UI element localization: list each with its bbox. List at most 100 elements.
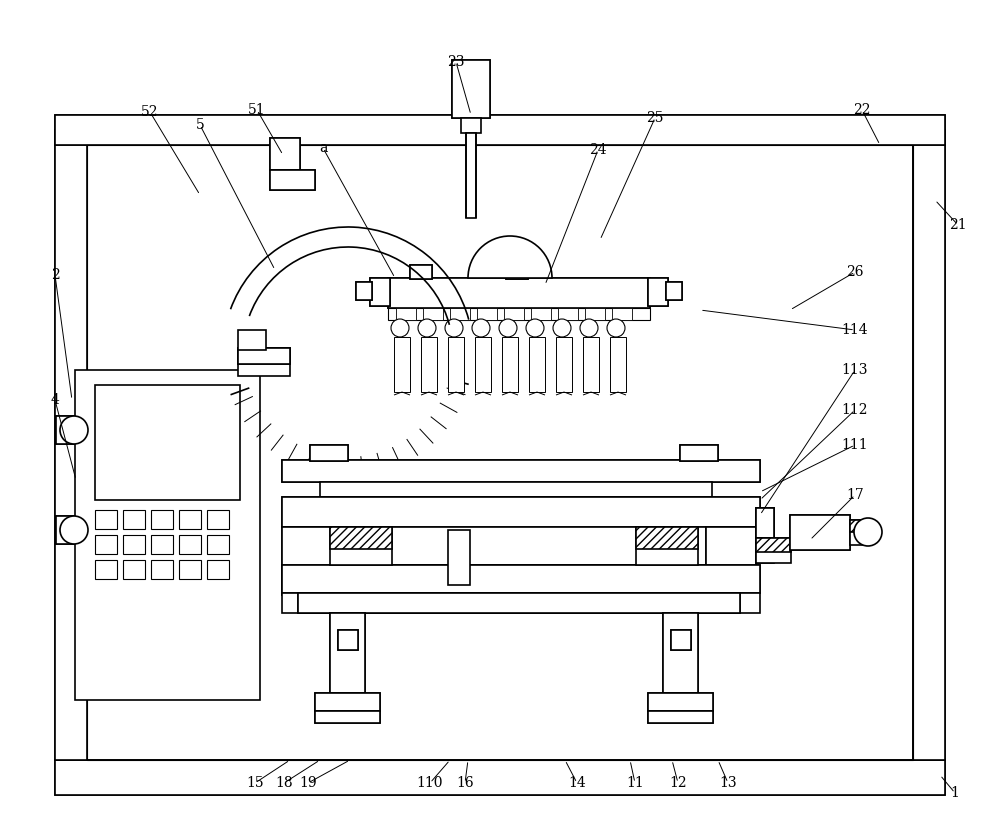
Bar [330, 527, 392, 565]
Bar [356, 282, 372, 300]
Bar [123, 560, 145, 579]
Bar [756, 538, 791, 563]
Bar [75, 370, 260, 700]
Bar [648, 693, 713, 711]
Bar [282, 527, 332, 595]
Wedge shape [468, 236, 552, 278]
Text: 5: 5 [196, 118, 204, 132]
Bar [410, 265, 432, 279]
Bar [315, 693, 380, 711]
Bar [55, 130, 87, 760]
Bar [310, 445, 348, 461]
Text: 26: 26 [846, 265, 864, 279]
Bar [461, 118, 481, 133]
Bar [56, 516, 74, 544]
Bar [238, 348, 290, 376]
Text: 24: 24 [589, 143, 607, 157]
Bar [55, 130, 87, 760]
Circle shape [445, 319, 463, 337]
Bar [648, 693, 713, 711]
Bar [506, 265, 528, 279]
Circle shape [526, 319, 544, 337]
Bar [396, 308, 416, 320]
Bar [671, 630, 691, 650]
Bar [913, 130, 945, 760]
Bar [790, 515, 850, 550]
Bar [55, 115, 945, 145]
Bar [151, 535, 173, 554]
Text: 23: 23 [447, 55, 465, 69]
Bar [394, 337, 410, 392]
Bar [610, 337, 626, 392]
Bar [475, 337, 491, 392]
Bar [282, 593, 760, 613]
Bar [179, 560, 201, 579]
Bar [55, 115, 945, 145]
Text: 12: 12 [669, 776, 687, 790]
Text: 111: 111 [842, 438, 868, 452]
Circle shape [854, 518, 882, 546]
Circle shape [607, 319, 625, 337]
Bar [756, 508, 774, 538]
Bar [680, 445, 718, 461]
Text: a: a [319, 141, 327, 155]
Bar [423, 308, 443, 320]
Bar [179, 535, 201, 554]
Bar [315, 711, 380, 723]
Bar [298, 593, 740, 613]
Bar [330, 613, 365, 693]
Bar [666, 282, 682, 300]
Bar [388, 308, 650, 320]
Bar [282, 565, 760, 593]
Text: 15: 15 [246, 776, 264, 790]
Text: 16: 16 [456, 776, 474, 790]
Text: 52: 52 [141, 105, 159, 119]
Bar [270, 170, 315, 190]
Bar [410, 265, 432, 279]
Bar [95, 510, 117, 529]
Text: 13: 13 [719, 776, 737, 790]
Bar [448, 337, 464, 392]
Text: 18: 18 [275, 776, 293, 790]
Bar [123, 510, 145, 529]
Bar [238, 348, 290, 364]
Bar [648, 711, 713, 723]
Bar [270, 138, 300, 170]
Bar [756, 538, 791, 552]
Text: 51: 51 [248, 103, 266, 117]
Bar [666, 282, 682, 300]
Text: 17: 17 [846, 488, 864, 502]
Bar [388, 278, 650, 308]
Text: 110: 110 [417, 776, 443, 790]
Bar [282, 497, 760, 527]
Bar [452, 60, 490, 118]
Bar [151, 510, 173, 529]
Bar [388, 278, 650, 308]
Bar [56, 416, 74, 444]
Bar [298, 593, 740, 613]
Bar [330, 613, 365, 693]
Text: 22: 22 [853, 103, 871, 117]
Bar [55, 760, 945, 795]
Text: 19: 19 [299, 776, 317, 790]
Bar [663, 613, 698, 693]
Bar [95, 560, 117, 579]
Bar [663, 613, 698, 693]
Bar [282, 460, 760, 482]
Bar [282, 527, 332, 595]
Bar [151, 560, 173, 579]
Bar [56, 516, 74, 544]
Bar [680, 445, 718, 461]
Bar [270, 138, 300, 170]
Bar [648, 711, 713, 723]
Bar [282, 565, 760, 593]
Bar [338, 630, 358, 650]
Bar [506, 265, 528, 279]
Circle shape [391, 319, 409, 337]
Text: 25: 25 [646, 111, 664, 125]
Text: 21: 21 [949, 218, 967, 232]
Bar [207, 510, 229, 529]
Bar [238, 348, 290, 364]
Bar [504, 308, 524, 320]
Bar [270, 170, 315, 190]
